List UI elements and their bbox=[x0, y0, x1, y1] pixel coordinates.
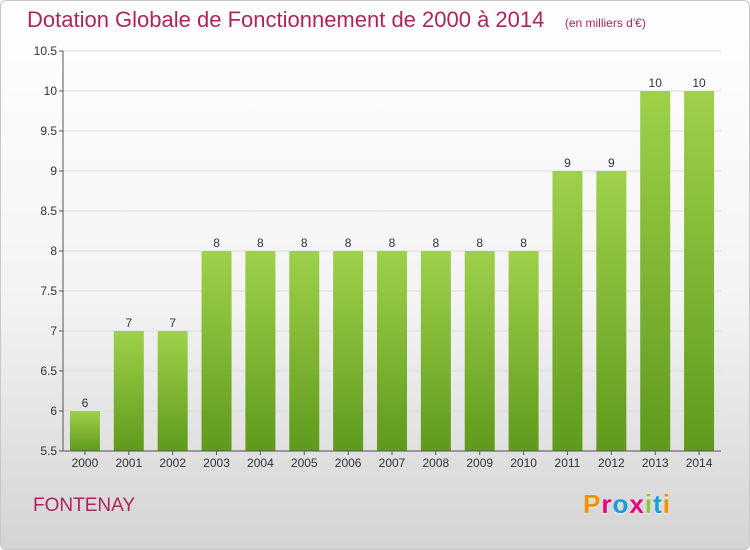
x-tick-label: 2013 bbox=[642, 456, 669, 470]
x-tick-label: 2009 bbox=[466, 456, 493, 470]
y-tick-label: 9.5 bbox=[40, 124, 57, 138]
bar-2000 bbox=[69, 411, 100, 451]
bar-value-label: 8 bbox=[345, 236, 352, 250]
bar-value-label: 8 bbox=[213, 236, 220, 250]
x-tick-label: 2014 bbox=[686, 456, 713, 470]
bars: 6 7 7 8 8 8 8 8 8 8 8 9 9 10 10 bbox=[69, 76, 715, 451]
x-tick-label: 2012 bbox=[598, 456, 625, 470]
logo-letter: P bbox=[583, 489, 602, 519]
logo-letter: i bbox=[662, 489, 671, 519]
bar-value-label: 7 bbox=[169, 316, 176, 330]
logo-letter: x bbox=[629, 489, 645, 519]
proxiti-logo: Proxiti bbox=[583, 489, 671, 520]
y-tick-label: 9 bbox=[50, 164, 57, 178]
bar-2005 bbox=[289, 251, 320, 451]
y-tick-label: 8 bbox=[50, 244, 57, 258]
y-tick-label: 7.5 bbox=[40, 284, 57, 298]
bar-2014 bbox=[684, 91, 715, 451]
bar-value-label: 10 bbox=[649, 76, 663, 90]
bar-value-label: 8 bbox=[301, 236, 308, 250]
chart-title: Dotation Globale de Fonctionnement de 20… bbox=[27, 7, 545, 32]
bar-value-label: 8 bbox=[433, 236, 440, 250]
x-tick-label: 2007 bbox=[379, 456, 406, 470]
y-tick-label: 6.5 bbox=[40, 364, 57, 378]
x-tick-label: 2005 bbox=[291, 456, 318, 470]
x-tick-label: 2010 bbox=[510, 456, 537, 470]
y-tick-label: 6 bbox=[50, 404, 57, 418]
logo-letter: t bbox=[653, 489, 663, 519]
y-tick-label: 8.5 bbox=[40, 204, 57, 218]
axes: 5.5 6 6.5 7 7.5 8 8.5 9 9.5 10 10.5 2000 2001 2002 200… bbox=[34, 44, 721, 470]
bar-value-label: 8 bbox=[520, 236, 527, 250]
bar-2009 bbox=[464, 251, 495, 451]
bar-2004 bbox=[245, 251, 276, 451]
x-tick-label: 2006 bbox=[335, 456, 362, 470]
x-tick-label: 2003 bbox=[203, 456, 230, 470]
bar-2010 bbox=[508, 251, 539, 451]
bar-2007 bbox=[377, 251, 407, 451]
bar-2013 bbox=[640, 91, 671, 451]
x-tick-label: 2008 bbox=[423, 456, 450, 470]
bar-2012 bbox=[596, 171, 627, 451]
bar-value-label: 8 bbox=[476, 236, 483, 250]
place-name: FONTENAY bbox=[33, 495, 136, 516]
bar-value-label: 8 bbox=[389, 236, 396, 250]
logo-letter: i bbox=[644, 489, 654, 519]
bar-value-label: 9 bbox=[608, 156, 615, 170]
bar-value-label: 7 bbox=[125, 316, 132, 330]
bar-value-label: 8 bbox=[257, 236, 264, 250]
bar-2001 bbox=[113, 331, 144, 451]
logo-letter: o bbox=[612, 489, 630, 519]
bar-2003 bbox=[201, 251, 232, 451]
bar-2002 bbox=[157, 331, 188, 451]
bar-2006 bbox=[333, 251, 364, 451]
y-tick-label: 5.5 bbox=[40, 444, 57, 458]
bar-2008 bbox=[420, 251, 451, 451]
bar-value-label: 10 bbox=[692, 76, 706, 90]
x-tick-label: 2000 bbox=[72, 456, 99, 470]
bar-value-label: 6 bbox=[82, 396, 89, 410]
x-tick-label: 2011 bbox=[555, 456, 581, 470]
x-tick-label: 2001 bbox=[115, 456, 142, 470]
title-row: Dotation Globale de Fonctionnement de 20… bbox=[27, 7, 646, 33]
y-tick-label: 10 bbox=[44, 84, 58, 98]
bar-2011 bbox=[552, 171, 583, 451]
chart-unit: (en milliers d'€) bbox=[564, 16, 646, 30]
logo-letter: r bbox=[601, 489, 613, 519]
y-tick-label: 10.5 bbox=[34, 44, 58, 58]
x-tick-label: 2002 bbox=[159, 456, 186, 470]
bar-value-label: 9 bbox=[564, 156, 571, 170]
y-tick-label: 7 bbox=[50, 324, 57, 338]
x-tick-label: 2004 bbox=[247, 456, 274, 470]
